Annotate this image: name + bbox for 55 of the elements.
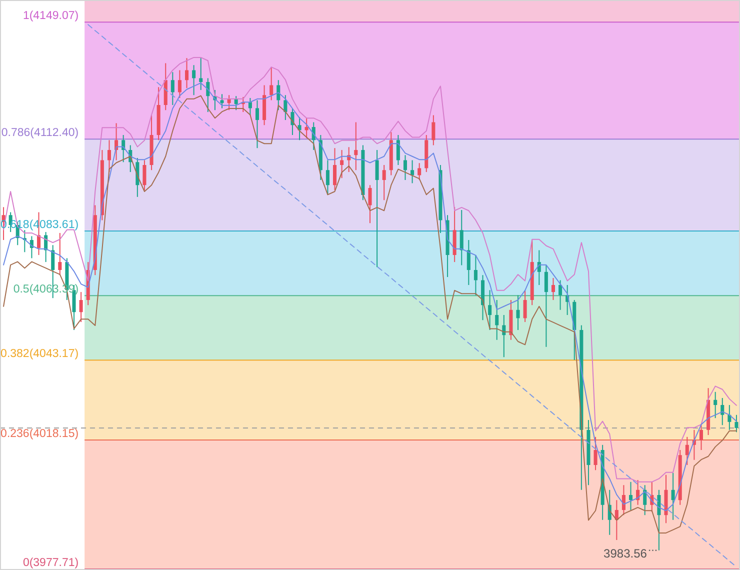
candlestick xyxy=(594,436,598,471)
candlestick xyxy=(622,484,626,516)
candlestick xyxy=(488,290,492,330)
candlestick xyxy=(657,489,661,551)
candlestick xyxy=(699,424,703,450)
candlestick xyxy=(629,481,633,510)
candlestick xyxy=(685,436,689,466)
candlestick xyxy=(326,160,330,196)
candlestick xyxy=(495,300,499,340)
candlestick xyxy=(403,154,407,180)
candlestick xyxy=(418,162,422,180)
candlestick xyxy=(375,150,379,268)
candlestick xyxy=(728,404,732,430)
ref-line-label: 0.236(4018.15) xyxy=(0,428,79,440)
candlestick xyxy=(714,391,718,419)
candlestick xyxy=(255,100,259,149)
candlestick xyxy=(178,70,182,98)
candlestick xyxy=(671,472,675,520)
ref-line-label: 0.786(4112.40) xyxy=(1,127,79,140)
candlestick xyxy=(270,66,274,101)
candlestick xyxy=(220,94,224,109)
ref-line-label: 0(3977.71) xyxy=(22,557,79,570)
candlestick xyxy=(304,118,308,139)
candlestick xyxy=(466,240,470,286)
annotation: 3983.56 xyxy=(604,546,648,560)
ref-line-label: 1(4149.07) xyxy=(22,10,79,22)
candlestick xyxy=(558,280,562,310)
candlestick xyxy=(192,64,196,96)
candlestick xyxy=(382,164,386,201)
candlestick xyxy=(643,484,647,516)
candlestick xyxy=(460,210,464,266)
candlestick xyxy=(248,97,252,116)
candlestick xyxy=(502,314,506,358)
candlestick xyxy=(551,277,555,300)
candlestick xyxy=(276,80,280,111)
candlestick xyxy=(523,290,527,323)
candlestick xyxy=(354,122,358,171)
candlestick xyxy=(734,414,738,433)
candlestick xyxy=(333,148,337,191)
candlestick xyxy=(396,134,400,166)
candlestick xyxy=(170,72,174,106)
candlestick xyxy=(185,58,189,89)
candlestick xyxy=(58,232,62,276)
candlestick xyxy=(516,294,520,330)
ref-line-label: 0.382(4043.17) xyxy=(0,348,79,360)
candlestick xyxy=(544,264,548,348)
candlestick xyxy=(79,292,83,323)
candlestick xyxy=(368,184,372,224)
candlestick xyxy=(284,94,288,120)
candlestick xyxy=(142,160,146,191)
candlestick xyxy=(410,160,414,184)
candlestick xyxy=(199,58,203,90)
candlestick xyxy=(474,254,478,296)
candlestick xyxy=(432,114,436,146)
candlestick xyxy=(340,150,344,179)
